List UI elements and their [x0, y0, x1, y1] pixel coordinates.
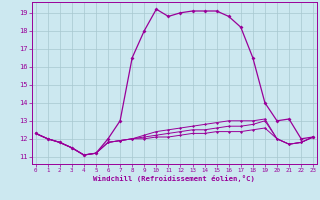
X-axis label: Windchill (Refroidissement éolien,°C): Windchill (Refroidissement éolien,°C) — [93, 175, 255, 182]
